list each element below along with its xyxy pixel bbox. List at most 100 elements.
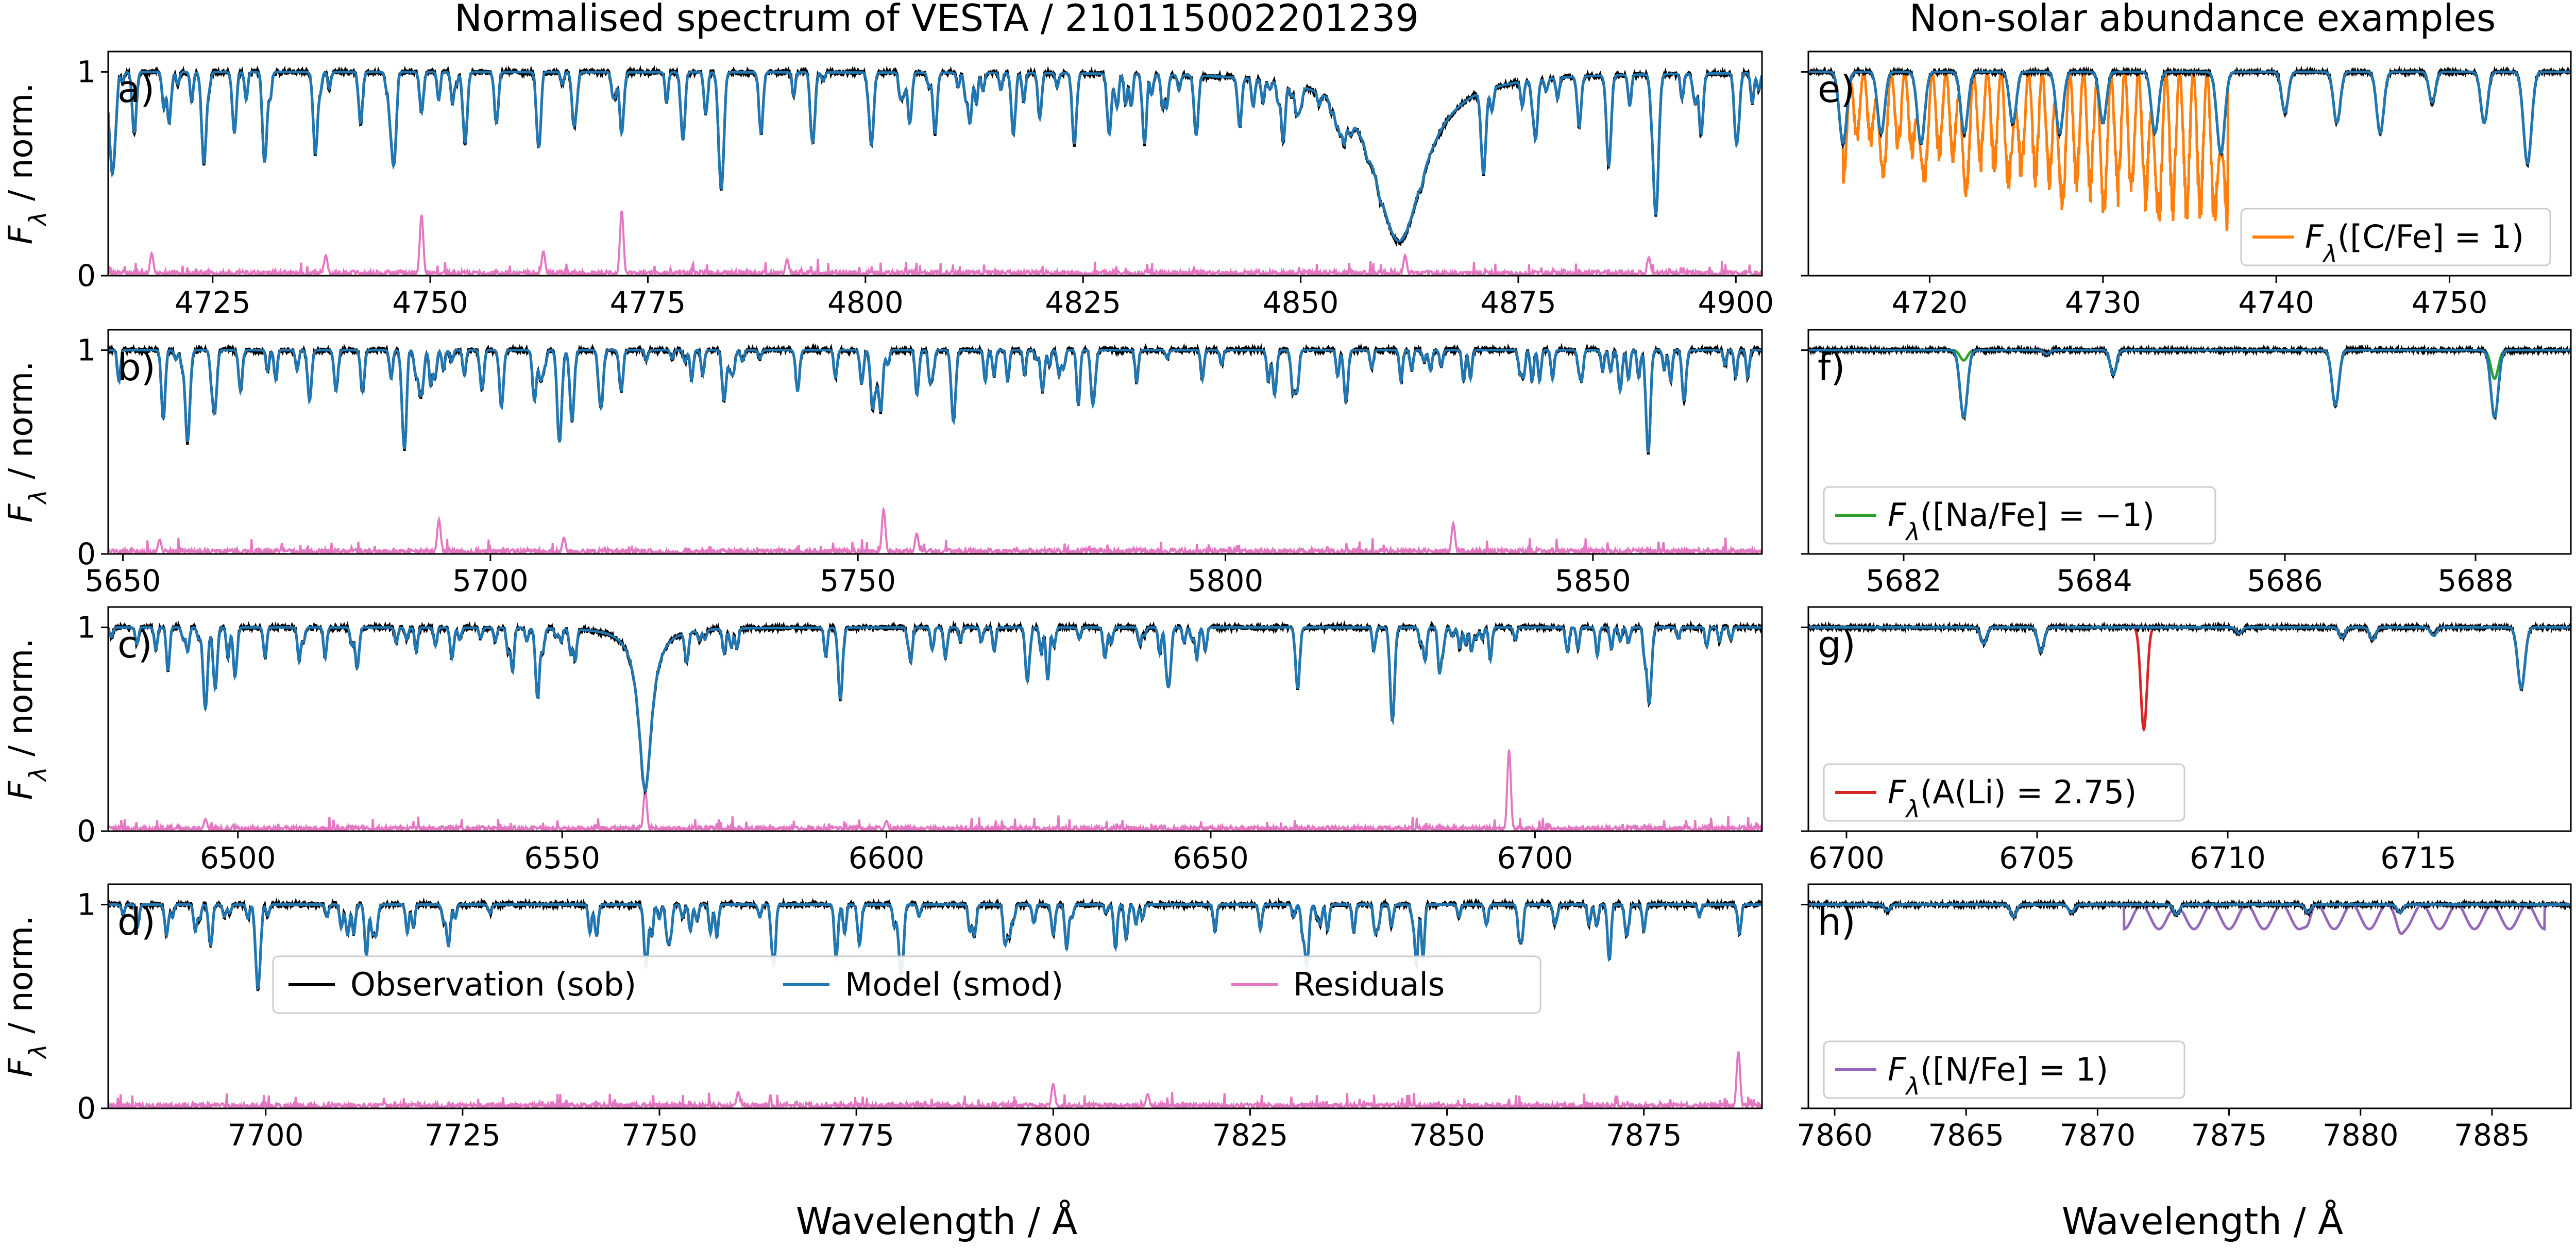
x-tick-label-f: 5684: [2056, 563, 2132, 598]
x-tick-label-b: 5700: [452, 563, 529, 598]
panel-g: 6700 6705 6710 6715 g) Fλ(A(Li) = 2.75): [1801, 606, 2572, 875]
panel-letter-h: h): [1818, 900, 1856, 943]
residuals-series-a: [108, 210, 1762, 276]
x-tick-label-g: 6715: [2380, 840, 2456, 875]
panel-g-plot-area: [1808, 621, 2571, 732]
model-series-h: [1808, 903, 2571, 918]
y-axis-label-b: Fλ / norm.: [2, 361, 52, 523]
x-tick-label-f: 5682: [1866, 563, 1942, 598]
legend-label-e: Fλ([C/Fe] = 1): [2305, 218, 2524, 267]
x-tick-label-e: 4730: [2065, 285, 2141, 320]
y-tick-label-b: 0: [77, 536, 96, 571]
panel-h-plot-area: [1808, 898, 2571, 935]
legend-label-model: Model (smod): [845, 966, 1063, 1003]
residuals-series-d: [108, 1051, 1762, 1108]
model-series-e: [1808, 71, 2571, 165]
c-abundance-series-e: [1808, 69, 2571, 231]
panels-group: 4725 4750 4775 4800 4825 4850 4875 4900 0 1 Fλ / n…: [2, 50, 2572, 1153]
y-tick-label-c: 0: [77, 814, 96, 849]
x-tick-label-a: 4825: [1045, 285, 1121, 320]
legend-label-f: Fλ([Na/Fe] = −1): [1888, 496, 2155, 546]
y-tick-label-c: 1: [77, 610, 96, 645]
x-tick-label-g: 6700: [1808, 840, 1885, 875]
x-tick-label-g: 6710: [2190, 840, 2266, 875]
main-legend: Observation (sob) Model (smod) Residuals: [272, 955, 1541, 1014]
panel-d-plot-area: [108, 897, 1762, 1108]
panel-letter-e: e): [1818, 68, 1855, 111]
left-column-title: Normalised spectrum of VESTA / 210115002…: [454, 0, 1419, 40]
x-tick-label-d: 7850: [1409, 1118, 1485, 1153]
panel-f-plot-area: [1808, 344, 2571, 421]
right-column-title: Non-solar abundance examples: [1909, 0, 2496, 40]
x-tick-label-f: 5688: [2437, 563, 2514, 598]
panel-letter-f: f): [1818, 346, 1845, 389]
panel-e-plot-area: [1808, 65, 2571, 231]
x-tick-label-a: 4750: [392, 285, 468, 320]
x-tick-label-a: 4800: [827, 285, 904, 320]
x-tick-label-b: 5650: [85, 563, 161, 598]
y-tick-label-d: 1: [77, 887, 96, 922]
x-tick-label-d: 7800: [1015, 1118, 1091, 1153]
legend-box-e: [2240, 208, 2551, 266]
panel-h: 7860 7865 7870 7875 7880 7885 h) Fλ([N/Fe] = 1): [1797, 883, 2572, 1153]
x-tick-label-a: 4875: [1480, 285, 1556, 320]
legend-label-h: Fλ([N/Fe] = 1): [1888, 1051, 2108, 1100]
panel-letter-d: d): [117, 900, 156, 943]
panel-d-frame: [107, 883, 1763, 1109]
panel-letter-a: a): [117, 68, 155, 111]
y-axis-label-d: Fλ / norm.: [2, 916, 52, 1077]
x-tick-label-a: 4775: [610, 285, 686, 320]
legend-label-g: Fλ(A(Li) = 2.75): [1888, 773, 2137, 823]
x-tick-label-h: 7865: [1928, 1118, 2004, 1153]
panel-a-plot-area: [108, 64, 1762, 276]
model-series-g: [1808, 626, 2571, 690]
panel-letter-g: g): [1818, 623, 1856, 666]
na-abundance-series-f: [1808, 349, 2571, 407]
x-tick-label-c: 6500: [200, 840, 276, 875]
panel-e: 4720 4730 4740 4750 e) Fλ([C/Fe] = 1): [1801, 50, 2572, 320]
x-tick-label-e: 4740: [2238, 285, 2314, 320]
x-tick-label-c: 6550: [524, 840, 600, 875]
x-tick-label-h: 7875: [2191, 1118, 2267, 1153]
left-x-axis-label: Wavelength / Å: [796, 1200, 1077, 1243]
observation-series-g: [1808, 621, 2571, 692]
x-tick-label-d: 7725: [425, 1118, 501, 1153]
x-tick-label-e: 4750: [2412, 285, 2488, 320]
x-tick-label-a: 4725: [175, 285, 251, 320]
panel-letter-c: c): [117, 623, 152, 666]
y-tick-label-a: 1: [77, 55, 96, 90]
y-tick-label-a: 0: [77, 258, 96, 293]
x-tick-label-d: 7700: [228, 1118, 304, 1153]
x-tick-label-d: 7875: [1606, 1118, 1682, 1153]
model-series-d: [108, 903, 1762, 992]
panel-f: 5682 5684 5686 5688 f) Fλ([Na/Fe] = −1): [1801, 329, 2572, 598]
y-axis-label-a: Fλ / norm.: [2, 83, 52, 245]
li-abundance-series-g: [1808, 626, 2571, 732]
model-series-f: [1808, 349, 2571, 419]
y-tick-label-d: 0: [77, 1091, 96, 1126]
panel-e-frame: [1807, 50, 2572, 277]
x-tick-label-d: 7825: [1212, 1118, 1289, 1153]
x-tick-label-b: 5850: [1555, 563, 1631, 598]
legend-box-h: [1823, 1040, 2185, 1099]
x-tick-label-c: 6600: [849, 840, 925, 875]
panel-letter-b: b): [117, 346, 156, 389]
x-tick-label-h: 7870: [2060, 1118, 2136, 1153]
x-tick-label-c: 6700: [1497, 840, 1573, 875]
legend-box-f: [1823, 486, 2216, 545]
x-tick-label-f: 5686: [2247, 563, 2323, 598]
x-tick-label-e: 4720: [1892, 285, 1968, 320]
observation-series-a: [108, 64, 1762, 247]
main-legend-box: [272, 955, 1541, 1014]
x-tick-label-b: 5750: [820, 563, 896, 598]
x-tick-label-b: 5800: [1188, 563, 1264, 598]
panel-c-plot-area: [108, 620, 1762, 831]
model-series-c: [108, 626, 1762, 792]
x-tick-label-g: 6705: [1999, 840, 2075, 875]
right-x-axis-label: Wavelength / Å: [2062, 1200, 2343, 1243]
x-tick-label-h: 7880: [2323, 1118, 2399, 1153]
panel-a-frame: [107, 50, 1763, 277]
panel-a: 4725 4750 4775 4800 4825 4850 4875 4900 0 1 Fλ / n…: [2, 50, 1774, 320]
model-series-a: [108, 71, 1762, 243]
x-tick-label-h: 7860: [1797, 1118, 1873, 1153]
